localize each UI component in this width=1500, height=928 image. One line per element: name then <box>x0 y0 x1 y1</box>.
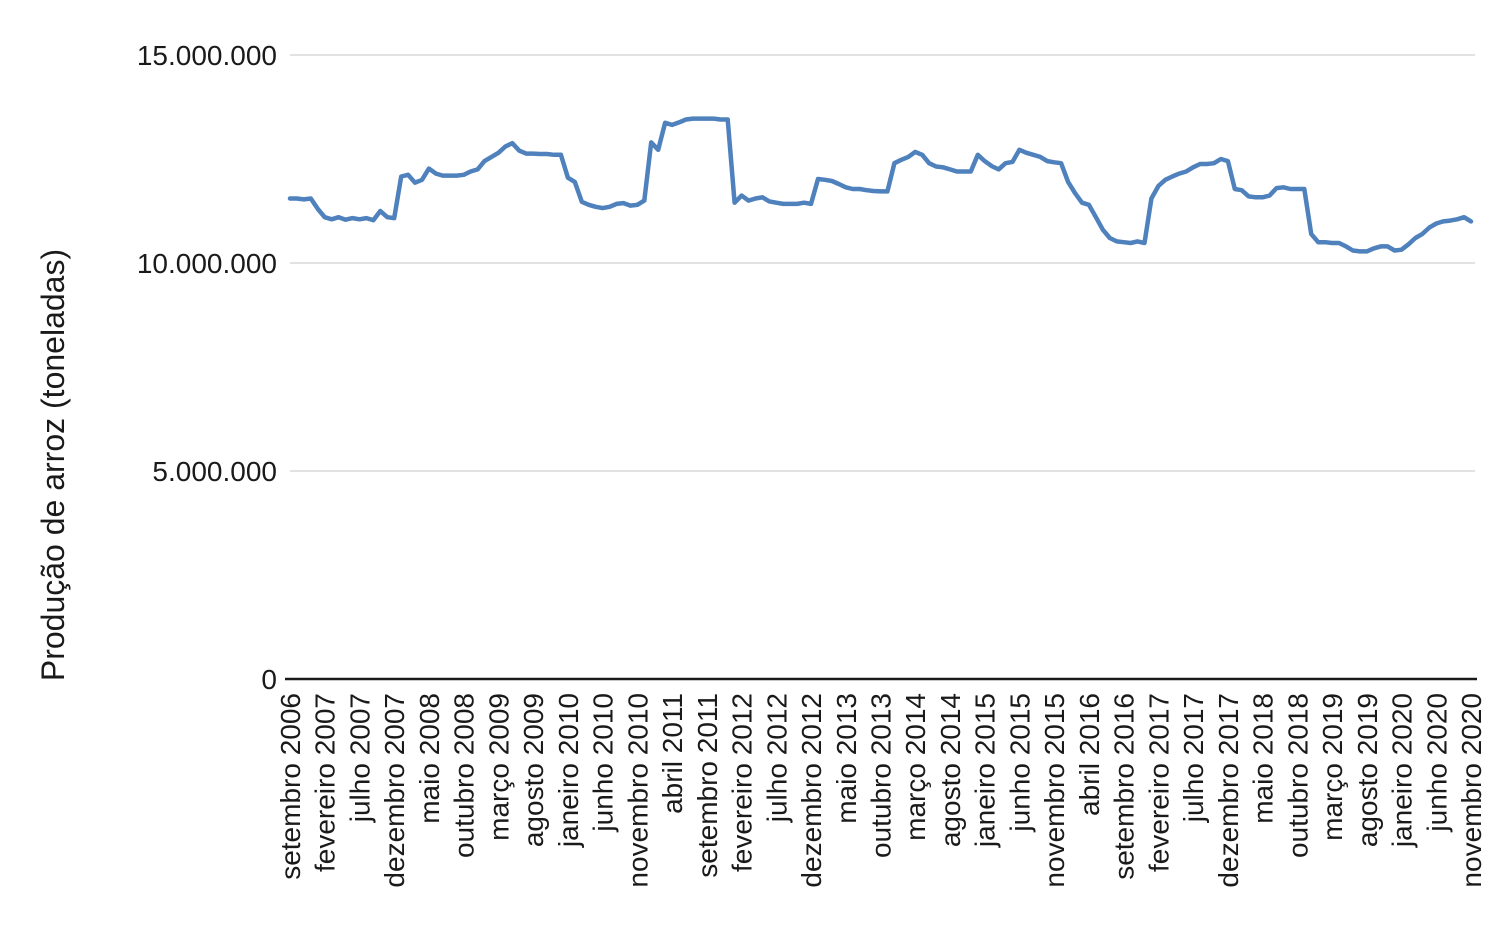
x-tick-label: fevereiro 2017 <box>1143 693 1174 872</box>
x-tick-label: novembro 2010 <box>622 693 653 888</box>
x-tick-label: março 2019 <box>1317 693 1348 841</box>
x-tick-label: novembro 2015 <box>1039 693 1070 888</box>
x-tick-label: agosto 2019 <box>1352 693 1383 847</box>
x-tick-label: abril 2011 <box>657 693 688 814</box>
x-tick-label: junho 2020 <box>1421 693 1452 833</box>
x-tick-label: fevereiro 2012 <box>727 693 758 872</box>
x-tick-label: janeiro 2020 <box>1387 693 1418 848</box>
y-axis-labels: 0 5.000.000 10.000.000 15.000.000 <box>137 40 277 695</box>
x-tick-label: agosto 2014 <box>935 693 966 847</box>
rice-production-line <box>287 116 1474 254</box>
x-tick-label: setembro 2006 <box>275 693 306 880</box>
x-tick-label: julho 2012 <box>761 693 792 823</box>
x-tick-label: novembro 2020 <box>1456 693 1487 888</box>
x-tick-label: maio 2013 <box>831 693 862 824</box>
gridlines <box>290 54 1475 472</box>
x-tick-label: julho 2007 <box>345 693 376 823</box>
x-tick-label: dezembro 2017 <box>1213 693 1244 888</box>
x-tick-label: maio 2008 <box>414 693 445 824</box>
x-tick-label: fevereiro 2007 <box>310 693 341 872</box>
y-tick-label: 0 <box>261 664 277 695</box>
y-tick-label: 5.000.000 <box>152 456 277 487</box>
x-tick-label: maio 2018 <box>1248 693 1279 824</box>
x-tick-label: setembro 2011 <box>692 693 723 878</box>
y-axis-title: Produção de arroz (toneladas) <box>35 249 71 681</box>
x-tick-label: outubro 2018 <box>1282 693 1313 858</box>
x-tick-label: janeiro 2010 <box>553 693 584 848</box>
x-axis-labels: setembro 2006 fevereiro 2007 julho 2007 dez… <box>275 693 1487 888</box>
x-tick-label: agosto 2009 <box>518 693 549 847</box>
x-tick-label: março 2009 <box>483 693 514 841</box>
x-tick-label: julho 2017 <box>1178 693 1209 823</box>
x-tick-label: abril 2016 <box>1074 693 1105 816</box>
x-tick-label: outubro 2013 <box>866 693 897 858</box>
x-tick-label: junho 2010 <box>588 693 619 833</box>
x-tick-label: junho 2015 <box>1004 693 1035 833</box>
y-tick-label: 10.000.000 <box>137 248 277 279</box>
x-tick-label: dezembro 2007 <box>379 693 410 888</box>
y-tick-label: 15.000.000 <box>137 40 277 71</box>
x-tick-label: março 2014 <box>900 693 931 841</box>
x-tick-label: setembro 2016 <box>1109 693 1140 880</box>
x-tick-label: outubro 2008 <box>449 693 480 858</box>
x-tick-label: dezembro 2012 <box>796 693 827 888</box>
x-tick-label: janeiro 2015 <box>970 693 1001 848</box>
